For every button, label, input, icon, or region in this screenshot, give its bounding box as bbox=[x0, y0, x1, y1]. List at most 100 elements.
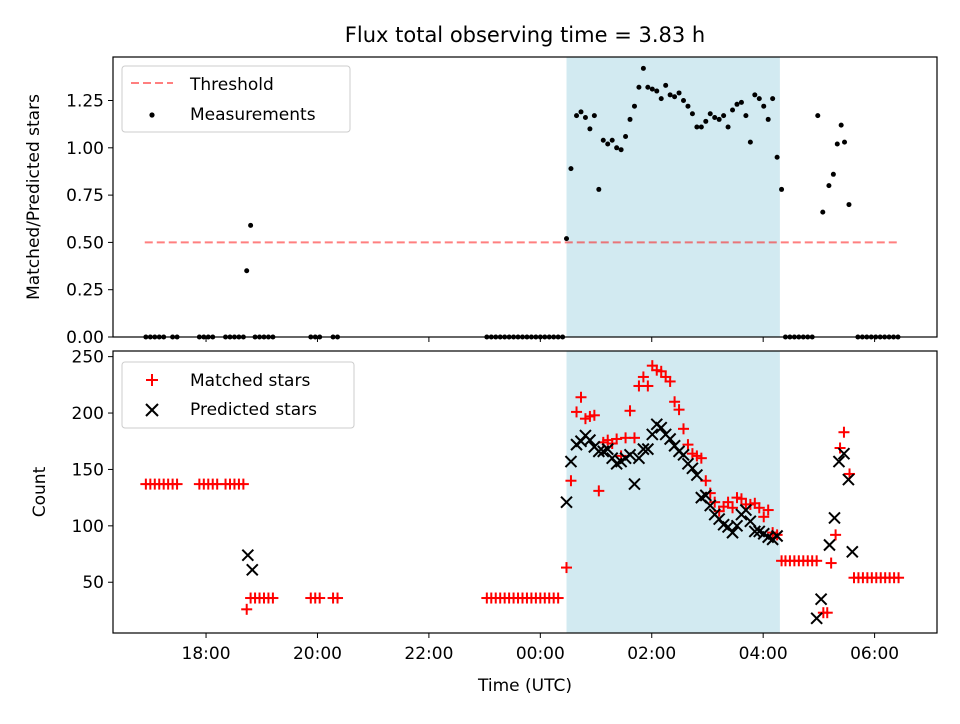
matched-point bbox=[642, 380, 654, 392]
measurement-point bbox=[591, 113, 597, 119]
measurement-point bbox=[631, 103, 637, 109]
predicted-point bbox=[583, 433, 597, 447]
measurement-point bbox=[654, 88, 660, 94]
measurement-point bbox=[730, 107, 736, 113]
matched-point bbox=[830, 529, 842, 541]
matched-point bbox=[267, 592, 279, 604]
matched-point bbox=[825, 557, 837, 569]
matched-point bbox=[678, 423, 690, 435]
measurement-point bbox=[734, 101, 740, 107]
matched-point bbox=[753, 502, 765, 514]
predicted-point bbox=[623, 448, 637, 461]
top-y-tick-label: 0.00 bbox=[66, 328, 104, 348]
measurement-point bbox=[815, 113, 821, 119]
legend-measurements-label: Measurements bbox=[190, 105, 316, 125]
measurement-point bbox=[605, 141, 611, 147]
measurement-point bbox=[712, 115, 718, 121]
measurement-point bbox=[698, 124, 704, 130]
matched-point bbox=[682, 439, 694, 451]
measurement-point bbox=[582, 115, 588, 121]
matched-point bbox=[314, 592, 326, 604]
matched-point bbox=[237, 478, 249, 490]
measurement-point bbox=[761, 103, 767, 109]
measurement-point bbox=[614, 145, 620, 151]
chart-title: Flux total observing time = 3.83 h bbox=[345, 23, 705, 47]
bottom-observing-window bbox=[566, 351, 780, 633]
predicted-point bbox=[628, 477, 641, 491]
measurement-point bbox=[574, 113, 580, 119]
matched-point bbox=[637, 371, 649, 383]
matched-point bbox=[332, 592, 344, 604]
bottom-legend: Matched stars Predicted stars bbox=[121, 361, 355, 429]
predicted-point bbox=[810, 612, 823, 625]
predicted-point bbox=[837, 447, 851, 460]
predicted-point bbox=[601, 442, 614, 456]
top-marks bbox=[143, 65, 901, 340]
x-axis-label: Time (UTC) bbox=[477, 676, 572, 696]
measurement-point bbox=[645, 84, 651, 90]
top-plot-frame bbox=[112, 56, 938, 338]
matched-point bbox=[735, 493, 747, 505]
measurement-point bbox=[830, 171, 836, 177]
measurement-point bbox=[248, 222, 254, 228]
measurement-point bbox=[568, 166, 574, 172]
predicted-point bbox=[641, 442, 655, 456]
top-panel: 0.00 0.25 0.50 0.75 1.00 1.25 Matched/Predict… bbox=[24, 56, 938, 348]
measurement-point bbox=[725, 124, 731, 130]
bottom-x-axis: 18:00 20:00 22:00 00:00 02:00 04:00 06:00 bbox=[182, 633, 899, 664]
top-y-axis-label: Matched/Predicted stars bbox=[24, 94, 44, 300]
predicted-point bbox=[677, 448, 690, 461]
measurement-point bbox=[752, 92, 758, 98]
measurement-point bbox=[658, 96, 664, 102]
matched-point bbox=[171, 478, 183, 490]
matched-point bbox=[241, 603, 253, 615]
matched-point bbox=[588, 409, 600, 421]
bottom-y-tick-label: 250 bbox=[72, 348, 104, 368]
measurement-point bbox=[623, 133, 629, 139]
measurement-point bbox=[564, 236, 570, 242]
measurement-point bbox=[672, 94, 678, 100]
matched-point bbox=[695, 452, 707, 464]
predicted-point bbox=[592, 445, 606, 458]
top-y-tick-label: 0.25 bbox=[66, 281, 104, 301]
predicted-point bbox=[646, 428, 659, 441]
measurement-point bbox=[681, 98, 687, 104]
x-tick-label: 20:00 bbox=[293, 644, 342, 664]
measurement-point bbox=[846, 202, 852, 208]
measurement-point bbox=[765, 116, 771, 122]
bottom-y-tick-label: 100 bbox=[72, 517, 104, 537]
measurement-point bbox=[721, 113, 727, 119]
top-legend-box bbox=[121, 65, 351, 133]
bottom-panel: 50 100 150 200 250 18:00 20:00 22:00 00:00 02:00… bbox=[30, 348, 938, 696]
legend-predicted-swatch bbox=[145, 403, 159, 417]
measurement-point bbox=[838, 122, 844, 128]
predicted-point bbox=[241, 548, 255, 562]
predicted-point bbox=[690, 468, 704, 482]
measurement-point bbox=[842, 139, 848, 145]
measurement-point bbox=[738, 99, 744, 105]
measurement-point bbox=[716, 116, 722, 122]
predicted-point bbox=[744, 515, 757, 528]
matched-point bbox=[664, 375, 676, 387]
measurement-point bbox=[676, 90, 682, 96]
measurement-point bbox=[663, 82, 669, 88]
matched-point bbox=[811, 555, 823, 567]
measurement-point bbox=[834, 141, 840, 147]
predicted-point bbox=[770, 529, 784, 543]
bottom-plot-frame bbox=[112, 350, 938, 634]
measurement-point bbox=[747, 139, 753, 145]
bottom-y-tick-label: 50 bbox=[82, 573, 104, 593]
matched-point bbox=[552, 592, 564, 604]
matched-point bbox=[611, 433, 623, 445]
measurement-point bbox=[636, 84, 642, 90]
x-tick-label: 04:00 bbox=[739, 644, 788, 664]
top-observing-window bbox=[566, 57, 780, 337]
top-y-axis: 0.00 0.25 0.50 0.75 1.00 1.25 bbox=[66, 92, 113, 348]
legend-matched-swatch bbox=[146, 374, 158, 386]
measurement-point bbox=[596, 186, 602, 192]
measurement-point bbox=[707, 111, 713, 117]
bottom-legend-box bbox=[121, 361, 355, 429]
top-y-tick-label: 1.25 bbox=[66, 92, 104, 112]
x-tick-label: 06:00 bbox=[850, 644, 899, 664]
top-legend: Threshold Measurements bbox=[121, 65, 351, 133]
